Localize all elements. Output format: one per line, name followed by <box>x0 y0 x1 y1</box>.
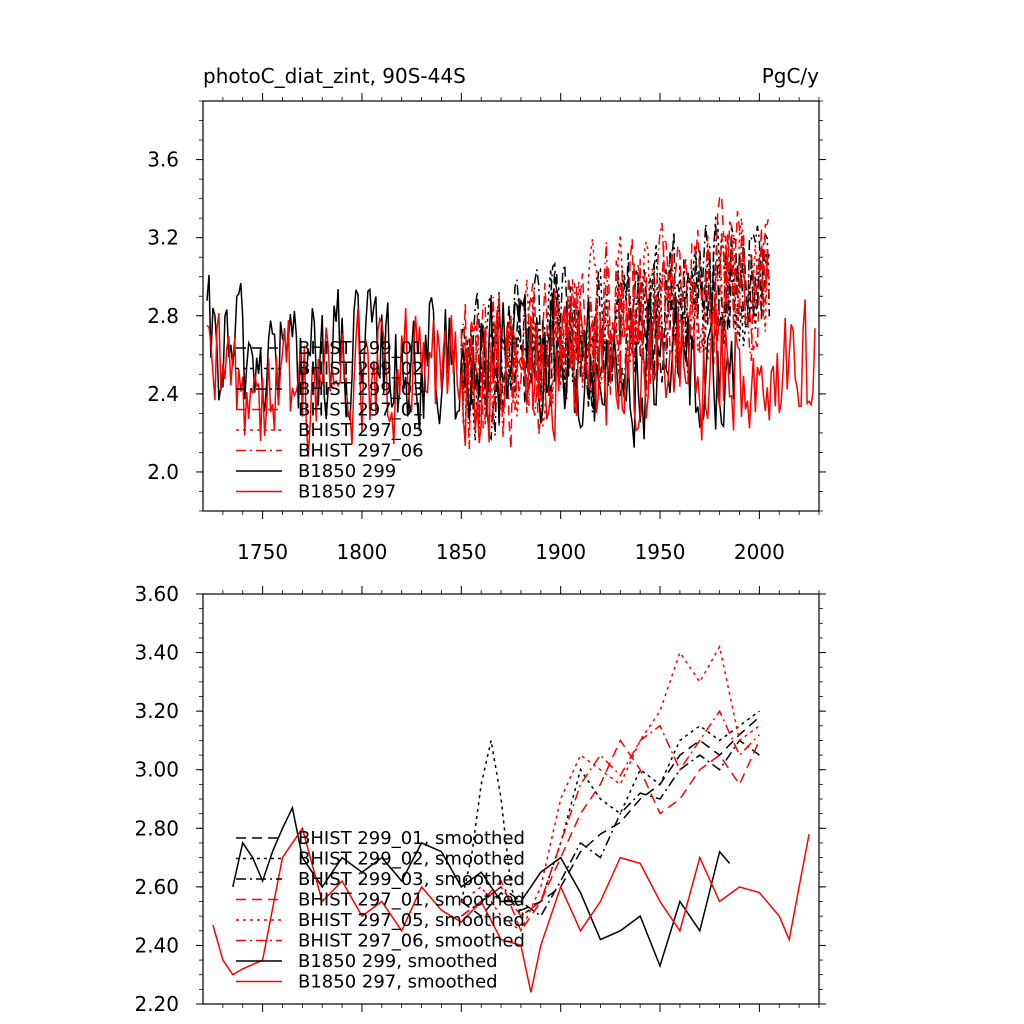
series-line-2 <box>460 215 771 441</box>
y-tick-label: 3.40 <box>134 641 179 665</box>
y-tick-label: 2.4 <box>147 382 179 406</box>
y-tick-label: 3.60 <box>134 582 179 606</box>
y-tick-label: 2.40 <box>134 933 179 957</box>
y-tick-label: 2.20 <box>134 992 179 1016</box>
legend-label: BHIST 299_01 <box>298 338 424 359</box>
legend-label: BHIST 297_01, smoothed <box>298 890 525 911</box>
series-line-8 <box>212 826 810 993</box>
legend-label: BHIST 299_01, smoothed <box>298 828 525 849</box>
x-tick-label: 1950 <box>635 540 686 564</box>
y-tick-label: 3.6 <box>147 148 179 172</box>
top-chart-title: photoC_diat_zint, 90S-44S <box>203 64 466 88</box>
legend-label: BHIST 297_06, smoothed <box>298 931 525 952</box>
series-line-5 <box>460 218 770 427</box>
y-tick-label: 2.80 <box>134 816 179 840</box>
legend-label: B1850 299 <box>298 461 396 482</box>
series-line-4 <box>460 193 771 450</box>
y-tick-label: 2.0 <box>147 460 179 484</box>
top-series-group <box>206 193 816 457</box>
legend-label: BHIST 297_01 <box>298 400 424 421</box>
x-tick-label: 1800 <box>337 540 388 564</box>
y-tick-label: 3.2 <box>147 226 179 250</box>
legend-label: BHIST 299_02, smoothed <box>298 849 525 870</box>
series-line-5 <box>460 644 760 932</box>
series-line-3 <box>460 739 760 918</box>
x-tick-label: 1850 <box>436 540 487 564</box>
x-tick-label: 2000 <box>734 540 785 564</box>
y-tick-label: 3.20 <box>134 699 179 723</box>
bottom-series-group <box>212 644 810 993</box>
legend-label: BHIST 299_03, smoothed <box>298 869 525 890</box>
top-panel: photoC_diat_zint, 90S-44S PgC/y 2.02.42.… <box>147 64 826 564</box>
y-tick-label: 2.60 <box>134 875 179 899</box>
legend-label: B1850 299, smoothed <box>298 951 498 972</box>
series-line-4 <box>460 738 761 933</box>
bottom-axis-ticks: 2.20 2.40 2.60 2.80 3.00 3.20 3.40 3.60 <box>134 582 826 1016</box>
series-line-7 <box>232 805 731 969</box>
series-line-6 <box>460 709 760 923</box>
bottom-panel: 2.20 2.40 2.60 2.80 3.00 3.20 3.40 3.60 BHIST 2… <box>134 582 826 1016</box>
y-tick-label: 3.00 <box>134 758 179 782</box>
legend-label: BHIST 299_03 <box>298 379 424 400</box>
legend-label: BHIST 297_05, smoothed <box>298 910 525 931</box>
top-plot-frame <box>202 100 820 512</box>
series-line-6 <box>460 222 771 450</box>
series-line-7 <box>206 274 737 448</box>
series-line-8 <box>206 299 816 457</box>
x-tick-label: 1750 <box>237 540 288 564</box>
legend-label: BHIST 297_05 <box>298 420 424 441</box>
top-axis-ticks: 2.0 2.4 2.8 3.2 3.6 1750 1800 1850 1900 1950 2000 <box>147 93 826 564</box>
top-chart-units: PgC/y <box>762 64 819 88</box>
legend-label: BHIST 299_02 <box>298 359 424 380</box>
x-tick-label: 1900 <box>535 540 586 564</box>
legend-label: B1850 297 <box>298 482 396 503</box>
series-line-2 <box>460 710 760 918</box>
y-tick-label: 2.8 <box>147 304 179 328</box>
legend-label: BHIST 297_06 <box>298 441 424 462</box>
legend-label: B1850 297, smoothed <box>298 972 498 993</box>
